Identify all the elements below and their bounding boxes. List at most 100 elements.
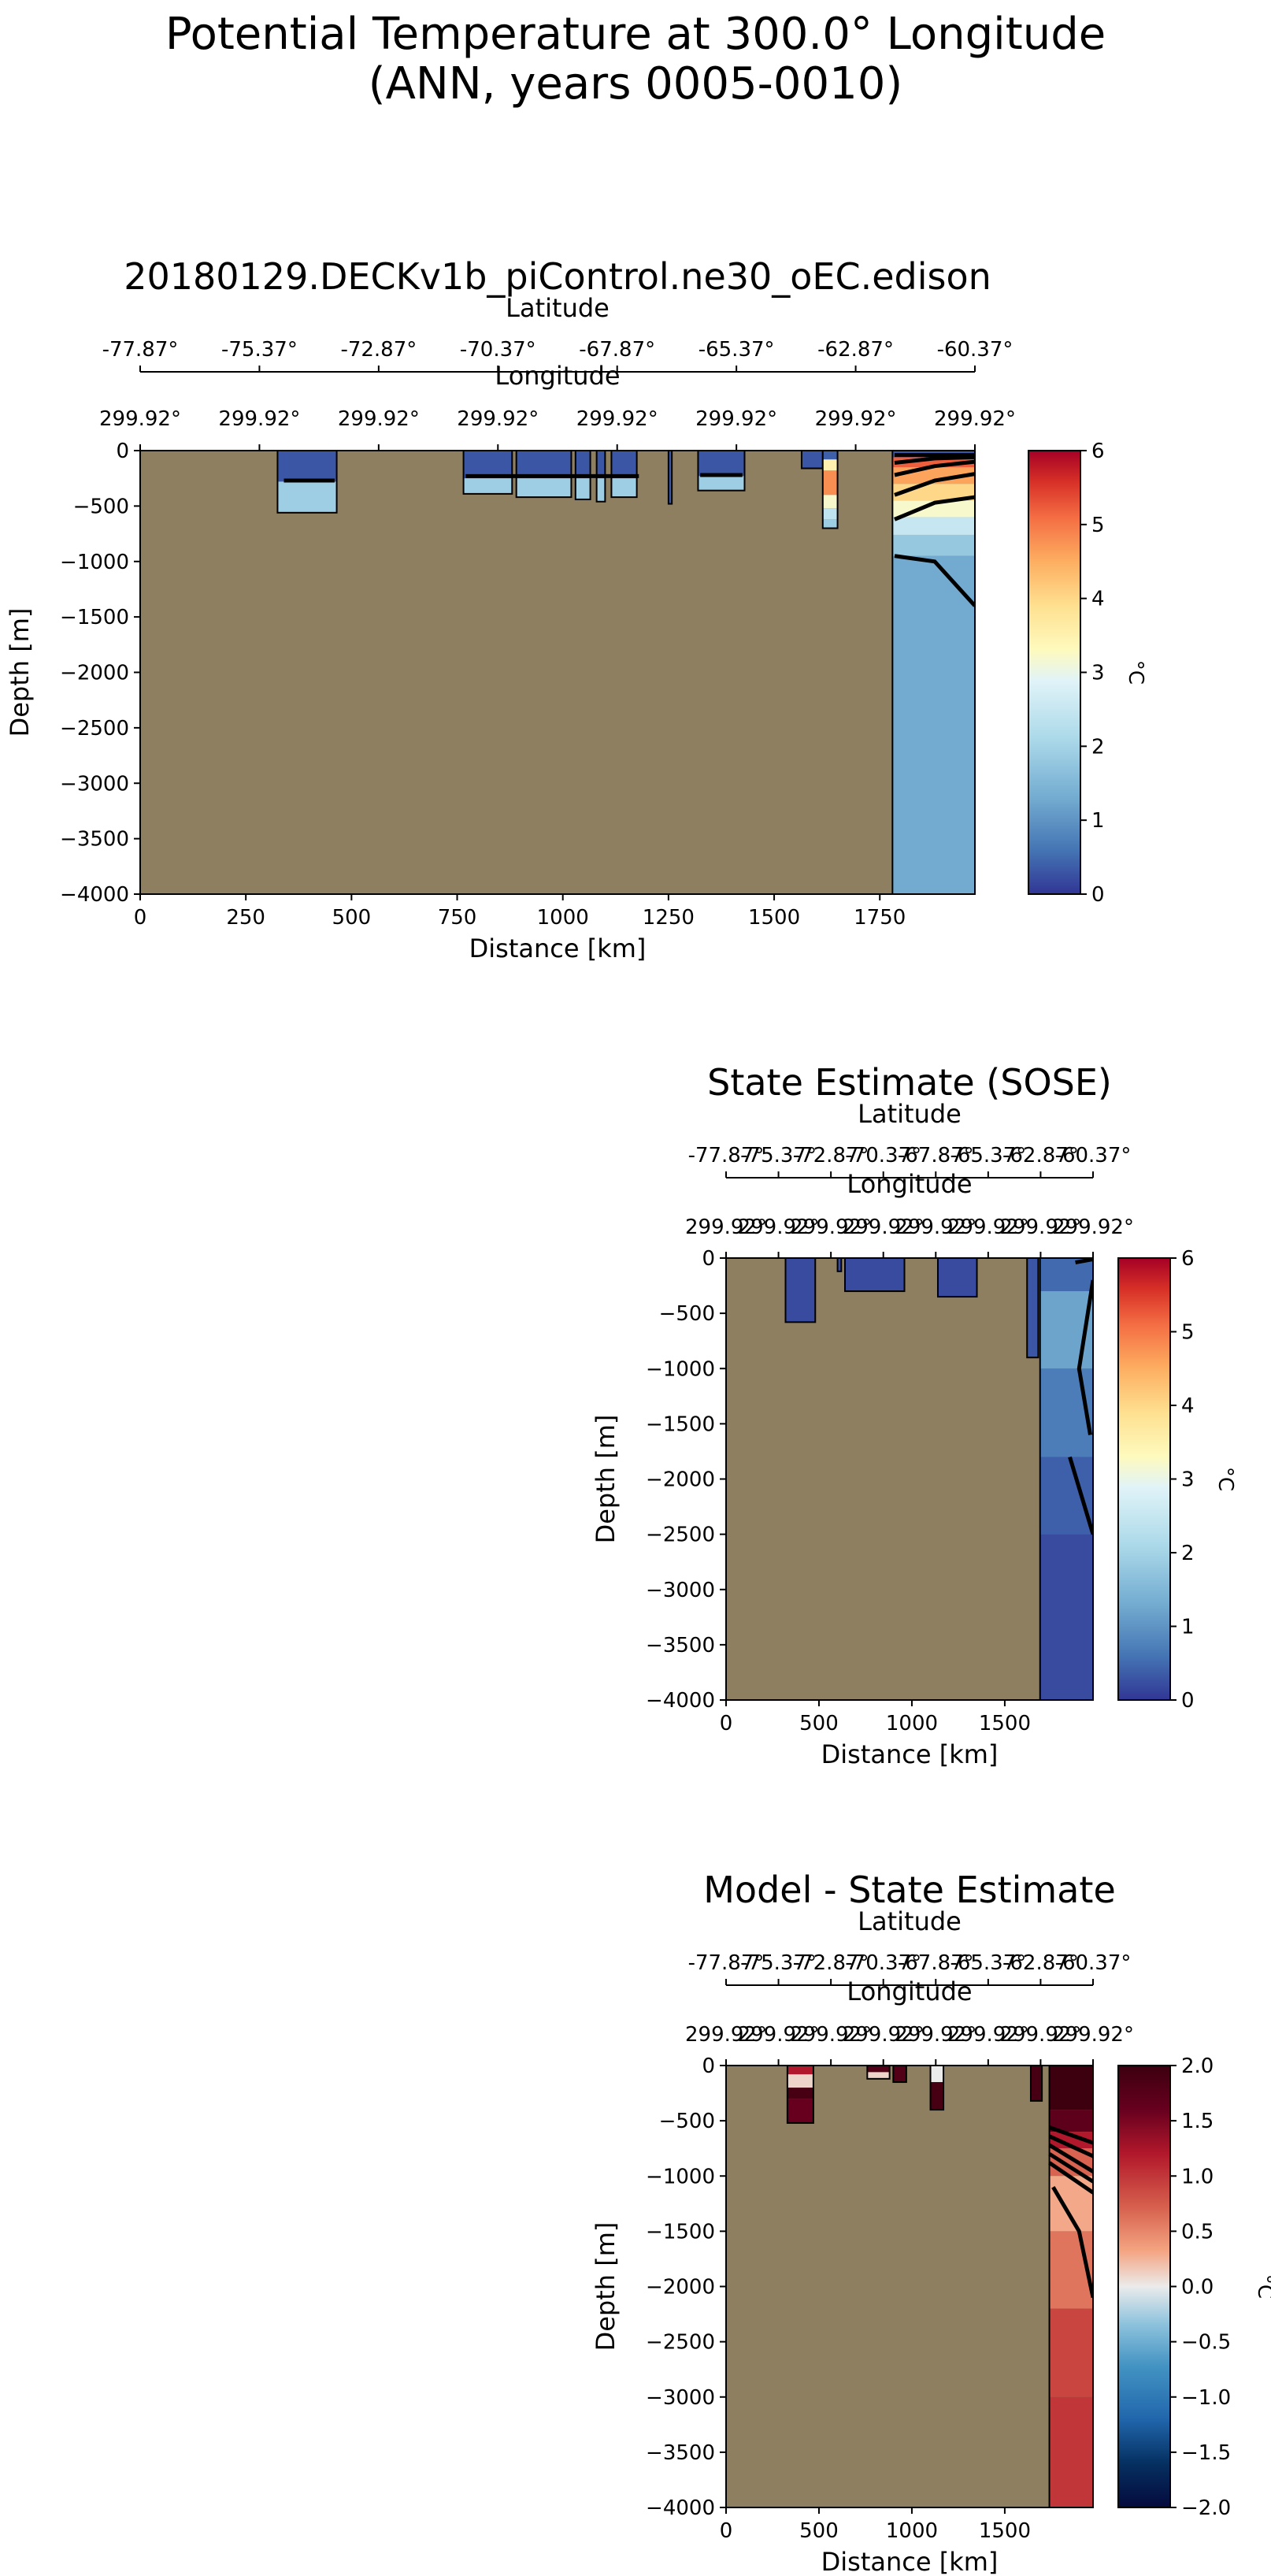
ocean-cell <box>463 478 513 494</box>
y-tick-label: −3500 <box>646 2441 715 2465</box>
ocean-cell <box>1049 2396 1093 2507</box>
ocean-cell <box>1049 2308 1093 2397</box>
longitude-tick-label: 299.92° <box>338 407 420 431</box>
ocean-cell <box>575 451 591 479</box>
x-tick-label: 1000 <box>537 906 589 930</box>
contour-line <box>1076 1279 1093 1435</box>
colorbar-tick-label: 1 <box>1181 1616 1195 1639</box>
y-tick-label: −500 <box>659 2110 715 2133</box>
latitude-tick-label: -77.87° <box>688 1951 765 1975</box>
ocean-cell <box>822 508 838 520</box>
contour-line <box>1075 1258 1093 1265</box>
y-tick-label: −3000 <box>60 772 129 796</box>
ocean-layer <box>276 451 975 894</box>
ocean-outline <box>667 451 673 505</box>
latitude-tick-label: -62.87° <box>1002 1951 1079 1975</box>
ocean-outline <box>891 451 975 894</box>
latitude-tick-label: -67.87° <box>579 338 655 362</box>
ocean-cell <box>867 2072 890 2079</box>
ocean-cell <box>1039 1457 1093 1535</box>
longitude-tick-label: 299.92° <box>895 2023 976 2047</box>
ocean-column <box>515 451 573 499</box>
y-tick-label: −2500 <box>60 717 129 741</box>
panel-title: 20180129.DECKv1b_piControl.ne30_oEC.edis… <box>124 255 991 298</box>
ocean-outline <box>515 451 573 499</box>
panel-obs: State Estimate (SOSE)0 500 1000 1500Distanc… <box>591 1061 1237 1769</box>
y-tick-label: −1500 <box>646 2220 715 2244</box>
longitude-tick-label: 299.92° <box>1052 1216 1134 1239</box>
ocean-column <box>697 451 746 492</box>
ocean-cell <box>930 2082 944 2110</box>
ocean-column <box>1029 2066 1043 2102</box>
ocean-column <box>936 1258 978 1298</box>
latitude-tick-label: -70.37° <box>845 1144 921 1167</box>
ocean-outline <box>610 451 638 499</box>
ocean-cell <box>893 2066 906 2083</box>
colorbar-label: °C <box>1124 660 1147 685</box>
colorbar-tick-label: −0.5 <box>1181 2331 1231 2355</box>
land-fill <box>140 451 975 894</box>
longitude-tick-label: 299.92° <box>99 407 181 431</box>
colorbar-tick-label: 1.0 <box>1181 2165 1214 2188</box>
y-tick-label: −4000 <box>646 2496 715 2520</box>
y-axis-label: Depth [m] <box>5 608 35 737</box>
ocean-outline <box>929 2066 945 2111</box>
ocean-column <box>462 451 513 495</box>
x-axis-label: Distance [km] <box>469 934 647 963</box>
ocean-cell <box>596 451 606 479</box>
colorbar-tick-label: 5 <box>1091 514 1105 537</box>
ocean-cell <box>801 451 823 469</box>
latitude-tick-label: -65.37° <box>698 338 775 362</box>
ocean-column <box>866 2066 891 2080</box>
longitude-tick-label: 299.92° <box>218 407 300 431</box>
ocean-column <box>836 1258 843 1272</box>
latitude-tick-label: -75.37° <box>740 1144 817 1167</box>
panel-title: Model - State Estimate <box>703 1869 1116 1911</box>
latitude-tick-label: -60.37° <box>1055 1951 1132 1975</box>
ocean-column <box>784 1258 817 1323</box>
y-tick-label: −1000 <box>60 551 129 574</box>
ocean-cell <box>822 451 838 460</box>
y-tick-label: 0 <box>702 1247 715 1271</box>
longitude-tick-label: 299.92° <box>685 1216 767 1239</box>
ocean-column <box>1026 1258 1039 1359</box>
colorbar-tick-label: 2 <box>1091 735 1105 759</box>
longitude-tick-label: 299.92° <box>947 1216 1029 1239</box>
ocean-cell <box>596 478 606 502</box>
colorbar-tick-label: −1.5 <box>1181 2441 1231 2465</box>
ocean-cell <box>516 451 572 479</box>
x-tick-label: 500 <box>799 2519 839 2543</box>
ocean-cell <box>575 478 591 499</box>
contour-line <box>894 472 975 497</box>
colorbar-tick-label: 2.0 <box>1181 2054 1214 2078</box>
colorbar-tick-label: 4 <box>1091 588 1105 611</box>
land-fill <box>726 2066 1093 2507</box>
colorbar-label: °C <box>1214 1467 1237 1491</box>
ocean-column <box>786 2066 814 2124</box>
ocean-outline <box>1026 1258 1039 1359</box>
ocean-cell <box>1039 1534 1093 1700</box>
longitude-tick-label: 299.92° <box>738 2023 820 2047</box>
latitude-tick-label: -65.37° <box>950 1144 1026 1167</box>
panel-diff: Model - State Estimate 0 500 1000 1500 Distan… <box>591 1869 1271 2576</box>
colorbar-tick-label: 3 <box>1091 662 1105 685</box>
ocean-cell <box>785 1258 816 1323</box>
y-tick-label: −3000 <box>646 2386 715 2410</box>
ocean-cell <box>787 2088 813 2099</box>
latitude-tick-label: -67.87° <box>898 1144 974 1167</box>
y-tick-label: −2500 <box>646 2331 715 2355</box>
ocean-column <box>844 1258 906 1293</box>
x-tick-label: 500 <box>332 906 372 930</box>
latitude-axis-label: Latitude <box>858 1099 962 1129</box>
x-tick-label: 500 <box>799 1712 839 1735</box>
colorbar-tick-label: 0.0 <box>1181 2276 1214 2299</box>
latitude-tick-label: -77.87° <box>688 1144 765 1167</box>
longitude-tick-label: 299.92° <box>1052 2023 1134 2047</box>
latitude-axis-label: Latitude <box>858 1906 962 1936</box>
latitude-tick-label: -60.37° <box>1055 1144 1132 1167</box>
x-axis-label: Distance [km] <box>821 2547 999 2576</box>
ocean-cell <box>937 1258 977 1297</box>
y-tick-label: −1500 <box>646 1412 715 1436</box>
panel-title: State Estimate (SOSE) <box>707 1061 1112 1104</box>
ocean-cell <box>698 476 745 491</box>
